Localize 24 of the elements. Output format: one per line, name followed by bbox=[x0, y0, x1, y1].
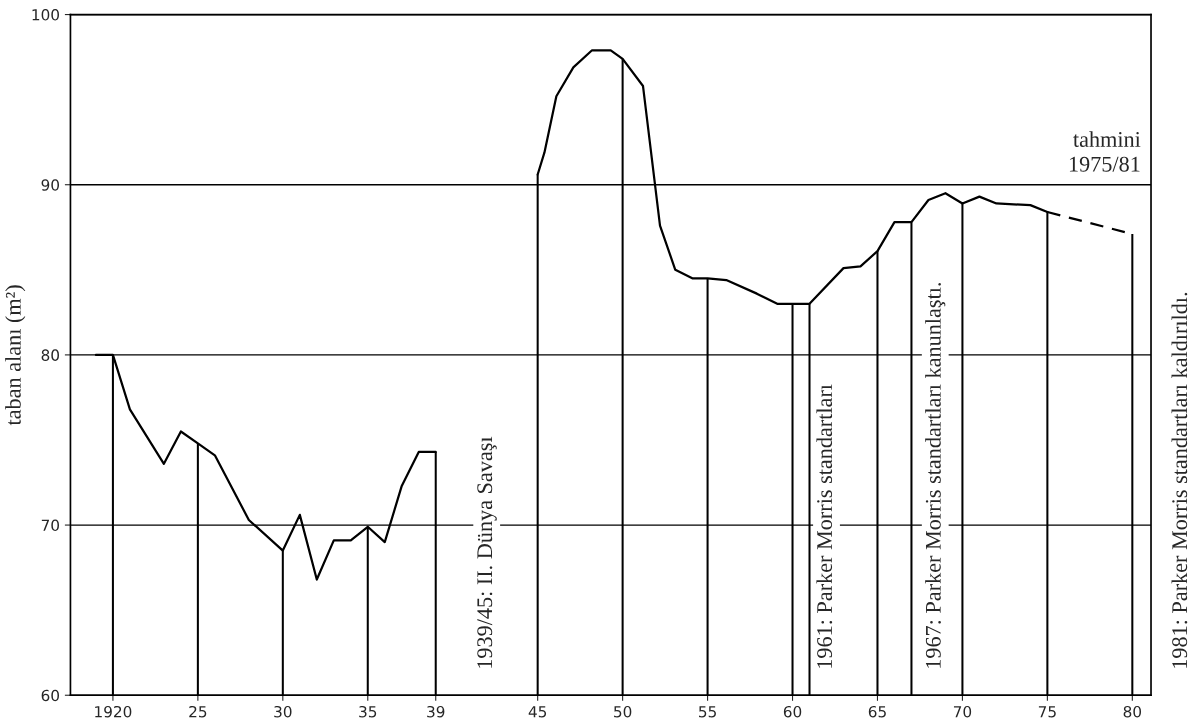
annotation: 1967: Parker Morris standartları kanunlaştı. bbox=[925, 283, 946, 668]
y-tick-label: 70 bbox=[41, 519, 60, 532]
x-tick-label: 80 bbox=[1123, 705, 1142, 718]
x-tick-label: 70 bbox=[953, 705, 972, 718]
y-tick-label: 90 bbox=[41, 179, 60, 191]
annotation: tahmini 1975/81 bbox=[1069, 131, 1141, 172]
text: 1981: Parker Morris standartları kaldırıldı. bbox=[1171, 292, 1188, 668]
y-tick-label: 80 bbox=[41, 349, 60, 361]
x-tick-label: 50 bbox=[614, 705, 632, 718]
x-tick-label: 39 bbox=[427, 705, 445, 718]
y-axis-title: taban alanı (m²) bbox=[5, 285, 26, 426]
x-tick-label: 55 bbox=[699, 706, 716, 718]
x-tick-label: 45 bbox=[528, 706, 547, 718]
annotation: 1939/45: II. Dünya Savaşı bbox=[477, 436, 497, 668]
x-tick-label: 30 bbox=[274, 705, 292, 718]
x-tick-label: 65 bbox=[868, 705, 886, 718]
x-tick-label: 35 bbox=[359, 705, 377, 718]
x-tick-label: 60 bbox=[783, 705, 802, 718]
y-tick-label: 60 bbox=[41, 689, 60, 702]
annotation: 1961: Parker Morris standartları bbox=[816, 384, 833, 668]
x-tick-label: 25 bbox=[189, 705, 207, 718]
y-tick-label: 100 bbox=[32, 9, 60, 21]
x-tick-label: 1920 bbox=[95, 705, 132, 718]
x-tick-label: 75 bbox=[1038, 706, 1056, 718]
